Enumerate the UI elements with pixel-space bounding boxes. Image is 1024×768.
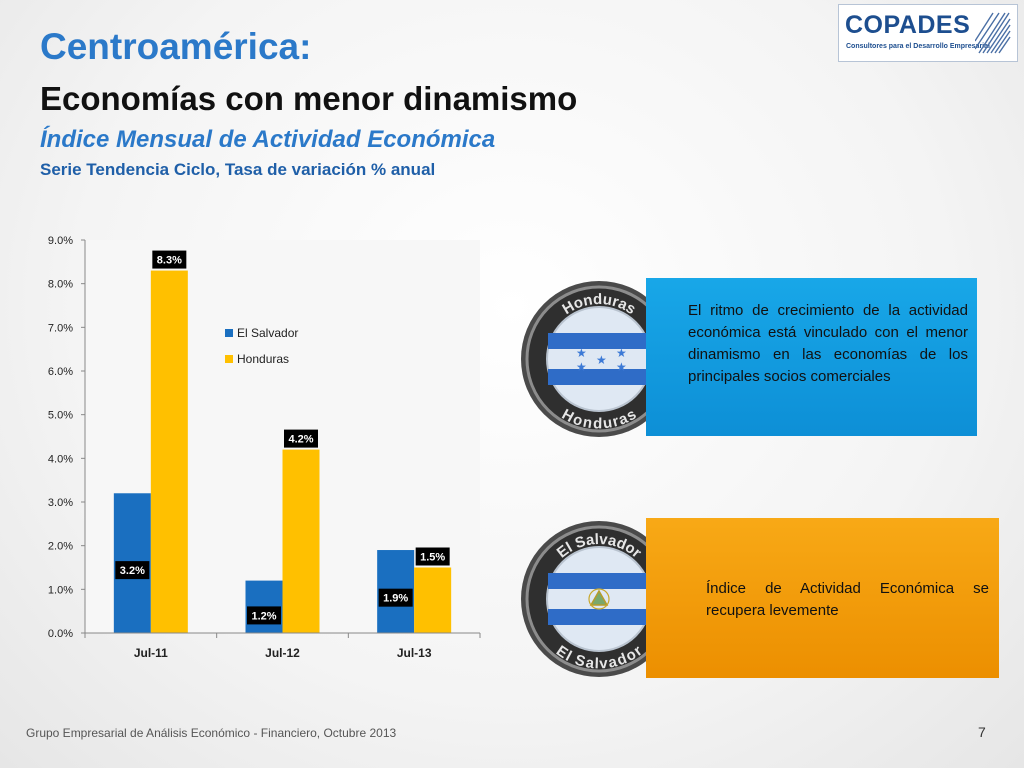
data-label: 8.3% (157, 255, 182, 267)
logo-mark-icon (975, 12, 1011, 54)
x-axis: Jul-11 Jul-12 Jul-13 (84, 632, 481, 660)
honduras-card-text: El ritmo de crecimiento de la actividad … (688, 302, 968, 385)
data-label: 1.2% (251, 610, 276, 622)
y-tick-label: 0.0% (48, 628, 73, 640)
slide-title: Centroamérica: (40, 26, 312, 67)
x-tick-label: Jul-13 (397, 646, 432, 660)
flag-stripe-top (548, 333, 650, 349)
series-note: Serie Tendencia Ciclo, Tasa de variación… (40, 160, 436, 179)
index-title: Índice Mensual de Actividad Económica (40, 126, 496, 153)
page-number: 7 (978, 724, 986, 740)
el-salvador-card-text: Índice de Actividad Económica se recuper… (706, 580, 989, 619)
svg-text:★: ★ (596, 353, 607, 367)
footer-text: Grupo Empresarial de Análisis Económico … (26, 726, 397, 740)
svg-text:★: ★ (616, 360, 627, 374)
flag-stars: ★ ★ ★ ★ ★ (576, 346, 627, 374)
honduras-card: El ritmo de crecimiento de la actividad … (646, 278, 977, 436)
data-label-box (115, 561, 150, 580)
data-label-box (415, 547, 450, 566)
legend-swatch (225, 355, 233, 363)
bar-honduras (414, 567, 452, 633)
logo-wordmark: COPADES (845, 11, 971, 39)
svg-text:★: ★ (616, 346, 627, 360)
y-tick-label: 3.0% (48, 497, 73, 509)
flag-stripe-bottom (548, 609, 650, 625)
slide-subtitle: Economías con menor dinamismo (40, 80, 578, 117)
y-tick-label: 6.0% (48, 366, 73, 378)
data-label: 1.9% (383, 593, 408, 605)
data-label-box (378, 588, 413, 607)
honduras-badge: ★ ★ ★ ★ ★ Honduras Honduras (518, 278, 680, 445)
bar-honduras (282, 449, 320, 633)
y-tick-label: 9.0% (48, 235, 73, 247)
legend-label: El Salvador (237, 326, 298, 340)
legend-label: Honduras (237, 352, 289, 366)
data-label-box (247, 606, 281, 625)
data-label: 1.5% (420, 552, 445, 564)
y-tick-label: 7.0% (48, 322, 73, 334)
bars-group: 3.2% 1.2% 1.9% 8.3% 4.2% 1.5% (113, 250, 452, 633)
y-tick-label: 5.0% (48, 410, 73, 422)
data-label-box (284, 429, 318, 448)
legend: El Salvador Honduras (225, 326, 298, 366)
coat-of-arms-icon (588, 588, 610, 610)
legend-swatch (225, 329, 233, 337)
data-label-box (152, 250, 187, 269)
flag-stripe-bottom (548, 369, 650, 385)
logo-tagline: Consultores para el Desarrollo Empresari… (846, 43, 990, 50)
y-tick-label: 8.0% (48, 279, 73, 291)
data-label: 3.2% (120, 565, 145, 577)
x-tick-label: Jul-11 (134, 646, 168, 660)
flag-stripe-top (548, 573, 650, 589)
y-tick-label: 2.0% (48, 541, 73, 553)
copades-logo: COPADES Consultores para el Desarrollo E… (838, 4, 1018, 62)
el-salvador-badge: El Salvador El Salvador (518, 518, 680, 685)
y-tick-label: 4.0% (48, 453, 73, 465)
svg-text:★: ★ (576, 360, 587, 374)
bar-honduras (150, 270, 188, 633)
data-label: 4.2% (288, 434, 313, 446)
svg-text:★: ★ (576, 346, 587, 360)
y-tick-label: 1.0% (48, 584, 73, 596)
x-tick-label: Jul-12 (265, 646, 300, 660)
y-axis: 0.0% 1.0% 2.0% 3.0% 4.0% 5.0% 6.0% 7.0% 8.0% 9.0% (48, 235, 86, 640)
el-salvador-card: Índice de Actividad Económica se recuper… (646, 518, 999, 678)
